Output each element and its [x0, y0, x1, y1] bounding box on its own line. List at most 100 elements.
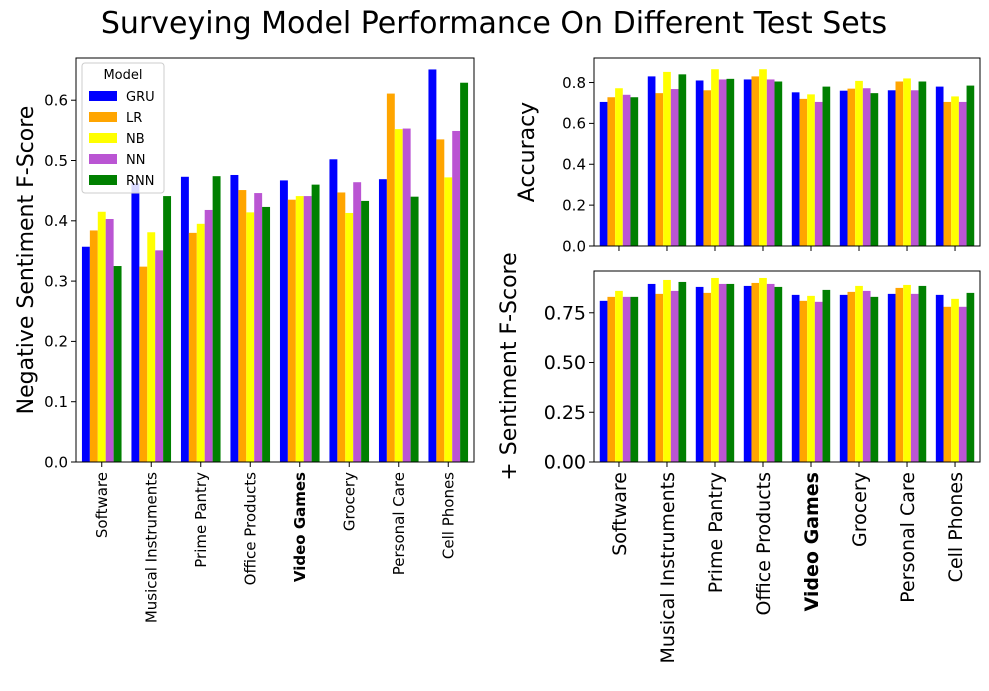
bar-rnn-cell-phones [966, 292, 975, 462]
bar-nb-video-games [807, 94, 815, 246]
chart-panel-bottom-right: 0.00 0.25 0.50 0.75 Software Musical Instrume… [497, 252, 981, 663]
axes-frame [593, 57, 981, 247]
bar-rnn-personal-care [410, 196, 419, 462]
bar-lr-musical-instruments [139, 266, 148, 462]
bar-nn-grocery [862, 290, 871, 462]
bar-nn-musical-instruments [155, 250, 164, 462]
y-tick-label: 0.4 [44, 212, 68, 230]
y-tick-label: 0.75 [544, 302, 586, 324]
chart-panels: 0.0 0.1 0.2 0.3 0.4 0.5 0.6 Software Musical Ins… [14, 57, 981, 663]
bar-lr-video-games [799, 98, 808, 246]
bar-nn-office-products [766, 79, 775, 247]
bar-lr-software [607, 296, 616, 462]
bar-nn-grocery [862, 88, 871, 247]
bar-gru-video-games [791, 294, 800, 462]
bar-lr-grocery [847, 88, 856, 246]
x-tick-label: Grocery [341, 472, 359, 531]
bar-nb-grocery [855, 285, 863, 462]
legend-swatch-lr [89, 112, 117, 122]
bar-nn-cell-phones [452, 130, 461, 463]
x-tick-label: Software [609, 472, 631, 556]
bar-lr-grocery [847, 291, 856, 462]
bar-nb-video-games [295, 196, 304, 462]
bar-lr-video-games [287, 199, 296, 463]
bar-nn-cell-phones [958, 101, 967, 246]
x-tick-label: Prime Pantry [192, 472, 210, 568]
bar-rnn-office-products [774, 286, 783, 462]
legend-swatch-nb [89, 133, 117, 143]
bar-gru-office-products [743, 285, 752, 462]
bar-lr-cell-phones [943, 101, 952, 246]
bar-nb-office-products [246, 212, 255, 462]
x-tick-label: Personal Care [897, 472, 919, 603]
legend-label-gru: GRU [126, 90, 155, 105]
bar-nn-software [622, 296, 631, 462]
x-tick-label: Video Games [291, 472, 309, 582]
bar-nn-prime-pantry [718, 79, 727, 247]
bar-nn-cell-phones [958, 306, 967, 462]
bar-gru-prime-pantry [695, 286, 704, 462]
y-tick-label: 0.0 [44, 453, 68, 471]
bar-gru-office-products [743, 79, 752, 247]
bar-rnn-personal-care [918, 81, 927, 246]
y-tick-label: 0.6 [562, 115, 586, 133]
bar-lr-cell-phones [436, 139, 445, 462]
legend: Model GRU LR NB NN RNN [81, 62, 165, 194]
bar-gru-musical-instruments [647, 283, 656, 462]
bar-lr-software [89, 230, 98, 462]
bar-gru-personal-care [378, 179, 387, 462]
x-tick-label: Office Products [242, 472, 260, 586]
legend-label-lr: LR [126, 111, 142, 126]
bar-rnn-prime-pantry [726, 78, 735, 246]
bar-nb-prime-pantry [711, 69, 719, 246]
bar-nn-office-products [254, 193, 263, 462]
bar-nn-video-games [303, 196, 312, 462]
bar-lr-office-products [751, 76, 760, 247]
legend-label-nn: NN [126, 153, 145, 168]
bar-rnn-personal-care [918, 285, 927, 462]
bar-lr-office-products [238, 190, 247, 463]
chart-panel-top-right: 0.0 0.2 0.4 0.6 0.8 Accuracy [515, 57, 981, 255]
bar-lr-personal-care [895, 81, 904, 246]
x-tick-label: Grocery [849, 472, 871, 547]
bar-nb-musical-instruments [147, 232, 156, 462]
bar-gru-software [599, 300, 608, 462]
chart-panel-left: 0.0 0.1 0.2 0.3 0.4 0.5 0.6 Software Musical Ins… [14, 57, 475, 623]
bar-nn-personal-care [910, 90, 919, 246]
bar-nb-software [97, 211, 106, 462]
bar-gru-video-games [791, 92, 800, 246]
bar-nn-office-products [766, 283, 775, 462]
bar-rnn-musical-instruments [678, 281, 687, 462]
bar-gru-video-games [279, 180, 288, 462]
y-tick-label: 0.8 [562, 74, 586, 92]
bar-gru-cell-phones [428, 69, 437, 462]
bar-gru-musical-instruments [647, 76, 656, 247]
legend-swatch-gru [89, 91, 117, 101]
bar-lr-musical-instruments [655, 93, 664, 246]
x-tick-label: Prime Pantry [705, 472, 727, 593]
y-tick-label: 0.0 [562, 237, 586, 255]
bar-rnn-prime-pantry [212, 176, 221, 463]
bar-gru-prime-pantry [180, 176, 189, 462]
bar-nb-grocery [855, 80, 863, 246]
y-axis-label: Accuracy [515, 102, 540, 202]
bar-nb-software [615, 290, 623, 462]
y-tick-label: 0.1 [44, 393, 68, 411]
bar-rnn-software [113, 266, 122, 462]
bar-lr-office-products [751, 282, 760, 462]
bar-rnn-grocery [361, 200, 370, 462]
bar-nn-prime-pantry [718, 283, 727, 462]
bar-gru-office-products [230, 174, 239, 462]
bar-gru-personal-care [887, 90, 896, 246]
axes-frame [75, 57, 475, 463]
x-tick-label: Musical Instruments [143, 472, 161, 623]
legend-swatch-nn [89, 154, 117, 164]
bar-rnn-cell-phones [460, 82, 469, 463]
y-tick-label: 0.4 [562, 156, 586, 174]
bar-nn-musical-instruments [670, 89, 679, 246]
y-tick-label: 0.5 [44, 152, 68, 170]
bar-rnn-musical-instruments [163, 196, 172, 462]
bar-nb-personal-care [903, 284, 911, 462]
bar-lr-video-games [799, 300, 808, 462]
